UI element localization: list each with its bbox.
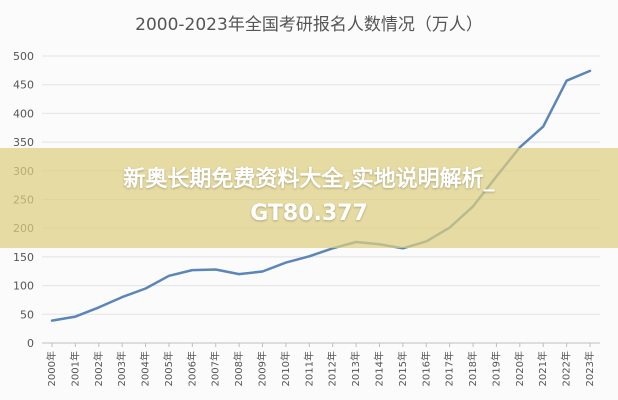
x-tick-label: 2003年: [115, 351, 128, 386]
x-tick-label: 2012年: [326, 351, 339, 386]
x-tick-label: 2010年: [279, 351, 292, 386]
watermark-line-1: 新奥长期免费资料大全,实地说明解析_: [123, 167, 495, 192]
x-tick-label: 2019年: [489, 351, 502, 386]
y-tick-label: 400: [13, 107, 34, 120]
y-tick-label: 150: [13, 251, 34, 264]
x-tick-label: 2018年: [466, 351, 479, 386]
y-tick-label: 500: [13, 50, 34, 63]
y-tick-label: 450: [13, 79, 34, 92]
y-tick-label: 50: [20, 308, 34, 321]
x-tick-label: 2000年: [45, 351, 58, 386]
x-tick-label: 2009年: [256, 351, 269, 386]
watermark-line-2: GT80.377: [250, 201, 368, 226]
x-tick-label: 2022年: [560, 351, 573, 386]
x-tick-label: 2008年: [232, 351, 245, 386]
watermark-band: [0, 148, 618, 248]
x-tick-label: 2005年: [162, 351, 175, 386]
y-tick-label: 350: [13, 136, 34, 149]
x-tick-label: 2023年: [583, 351, 596, 386]
x-tick-label: 2020年: [513, 351, 526, 386]
x-tick-label: 2007年: [209, 351, 222, 386]
x-tick-label: 2016年: [419, 351, 432, 386]
x-tick-label: 2014年: [372, 351, 385, 386]
x-tick-label: 2021年: [536, 351, 549, 386]
x-tick-label: 2006年: [185, 351, 198, 386]
x-tick-label: 2015年: [396, 351, 409, 386]
x-tick-label: 2011年: [302, 351, 315, 386]
x-tick-label: 2017年: [443, 351, 456, 386]
x-tick-label: 2002年: [92, 351, 105, 386]
chart-title: 2000-2023年全国考研报名人数情况（万人）: [135, 15, 483, 35]
watermark-text: 新奥长期免费资料大全,实地说明解析_ GT80.377: [0, 163, 618, 231]
y-tick-label: 0: [27, 337, 34, 350]
x-tick-label: 2013年: [349, 351, 362, 386]
y-tick-label: 100: [13, 280, 34, 293]
x-tick-label: 2004年: [139, 351, 152, 386]
x-tick-label: 2001年: [68, 351, 81, 386]
